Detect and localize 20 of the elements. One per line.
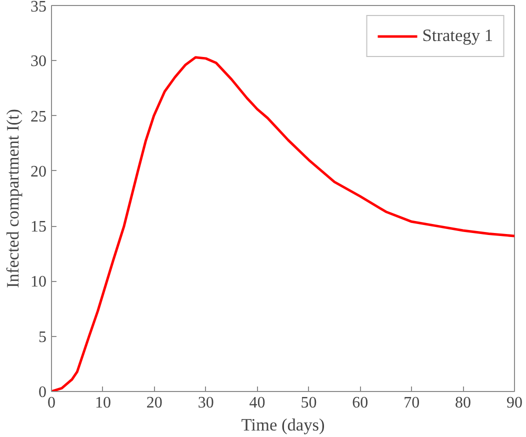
x-tick-label: 20 — [146, 394, 162, 412]
x-tick-label: 80 — [455, 394, 472, 412]
x-axis-title: Time (days) — [241, 416, 326, 434]
x-tick-label: 40 — [249, 394, 266, 412]
y-tick-label: 35 — [30, 0, 46, 16]
x-tick-label: 30 — [198, 394, 214, 412]
y-tick-label: 5 — [38, 328, 46, 346]
x-tick-label: 70 — [404, 394, 420, 412]
y-tick-label: 0 — [38, 384, 46, 401]
x-tick-label: 60 — [352, 394, 368, 412]
legend-label: Strategy 1 — [422, 26, 493, 46]
y-tick-label: 10 — [30, 274, 46, 291]
y-tick-label: 30 — [30, 53, 46, 70]
x-tick-label: 90 — [506, 394, 522, 412]
y-tick-label: 15 — [30, 218, 46, 236]
x-tick-label: 50 — [300, 394, 317, 412]
x-tick-label: 10 — [94, 394, 111, 412]
y-tick-label: 25 — [30, 108, 46, 126]
y-tick-label: 20 — [30, 163, 46, 180]
y-axis-title: Infected compartment I(t) — [4, 108, 22, 288]
